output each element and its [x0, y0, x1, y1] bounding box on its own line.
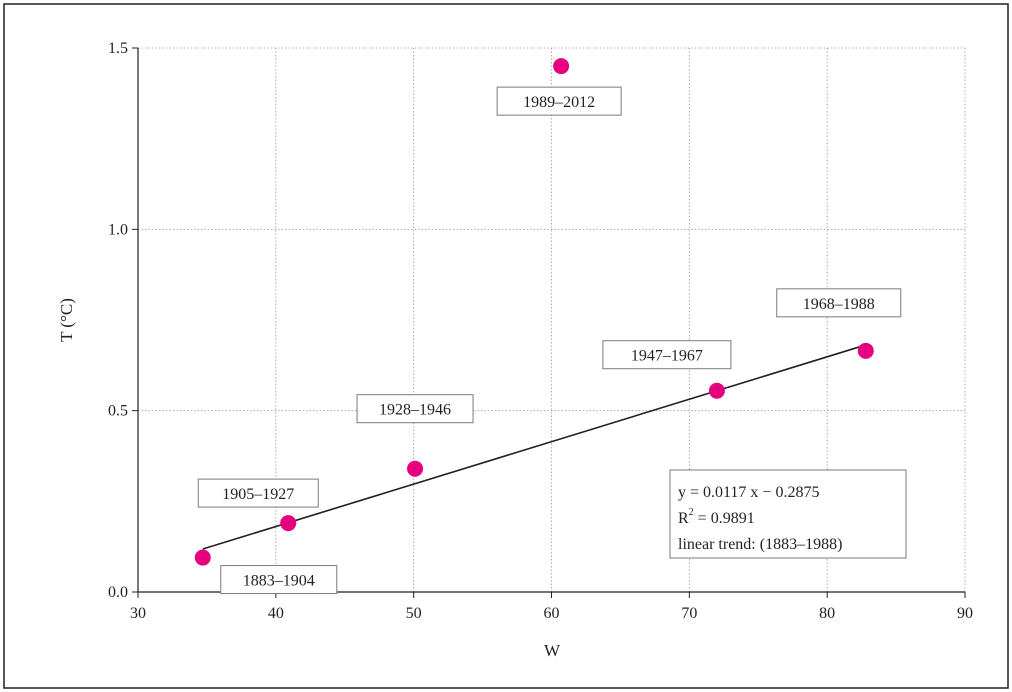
- trendline-note: linear trend: (1883–1988): [678, 536, 842, 553]
- point-label: 1968–1988: [803, 296, 875, 313]
- r-squared-value: = 0.9891: [694, 510, 755, 527]
- x-tick-label: 30: [130, 605, 146, 622]
- y-tick-label: 0.5: [108, 403, 128, 420]
- point-label: 1905–1927: [222, 486, 294, 503]
- equation-box: y = 0.0117 x − 0.2875 R2 = 0.9891 linear…: [669, 469, 907, 559]
- trendline-r-squared: R2 = 0.9891: [678, 507, 755, 527]
- data-point: [194, 549, 211, 566]
- x-tick-label: 90: [957, 605, 973, 622]
- data-point: [553, 58, 570, 75]
- point-label-box: [220, 565, 338, 595]
- y-axis-title: T (°C): [57, 298, 76, 342]
- x-tick-label: 50: [406, 605, 422, 622]
- x-tick-label: 40: [268, 605, 284, 622]
- point-label: 1883–1904: [243, 573, 315, 590]
- point-label: 1947–1967: [631, 348, 703, 365]
- x-axis-title: W: [544, 641, 561, 660]
- trendline-equation: y = 0.0117 x − 0.2875: [678, 484, 819, 501]
- data-point: [280, 515, 297, 532]
- y-tick-label: 1.0: [108, 221, 128, 238]
- point-label-box: [496, 86, 622, 116]
- trendline-group: [202, 344, 866, 550]
- point-labels: 1883–1904 1905–1927 1928–1946 1989–2012 1947…: [197, 86, 902, 595]
- point-label-box: [356, 394, 474, 424]
- r-squared-base: R: [678, 510, 689, 527]
- x-tick-label: 70: [681, 605, 697, 622]
- grid: [138, 47, 966, 592]
- x-tick-label: 60: [544, 605, 560, 622]
- trendline: [202, 344, 866, 550]
- r-squared-superscript: 2: [689, 507, 694, 518]
- point-label-box: [197, 478, 319, 508]
- x-tick-label: 80: [819, 605, 835, 622]
- point-label: 1989–2012: [523, 94, 595, 111]
- point-label: 1928–1946: [379, 402, 451, 419]
- y-tick-label: 0.0: [108, 584, 128, 601]
- equation-box-frame: [669, 469, 907, 559]
- y-tick-label: 1.5: [108, 40, 128, 57]
- figure-frame: [3, 3, 1009, 689]
- data-point: [708, 382, 725, 399]
- data-point: [857, 342, 874, 359]
- axes: 30 40 50 60 70 80 90 0.0 0.5 1.0 1.5: [108, 40, 973, 622]
- point-label-box: [602, 340, 732, 370]
- data-points: [194, 58, 874, 566]
- data-point: [407, 460, 424, 477]
- point-label-box: [776, 288, 902, 318]
